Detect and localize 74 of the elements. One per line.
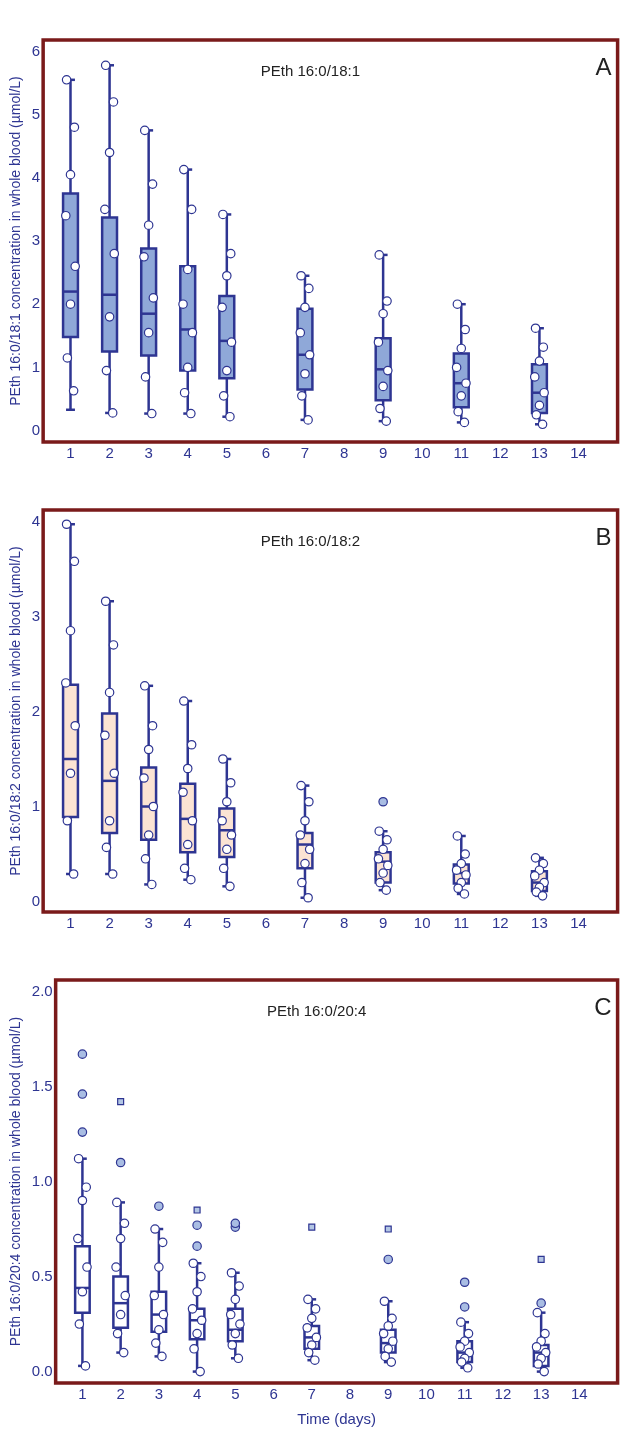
y-tick-label: 3 [31, 231, 41, 249]
x-tick-label: 2 [105, 914, 114, 932]
x-tick-label: 3 [144, 444, 153, 462]
annotation: C [594, 992, 612, 1020]
x-tick-label: 1 [66, 914, 75, 932]
point [193, 1206, 201, 1214]
x-tick-label: 13 [531, 444, 548, 462]
x-tick-label: 11 [453, 914, 470, 932]
x-tick-label: 7 [300, 444, 310, 462]
x-tick-label: 4 [183, 914, 192, 932]
y-tick-label: 1 [31, 357, 41, 375]
annotation: A [595, 52, 612, 80]
y-tick-label: 4 [31, 511, 41, 529]
x-tick-label: 8 [345, 1385, 355, 1403]
y-tick-label: 6 [31, 41, 41, 59]
x-tick-label: 3 [144, 914, 153, 932]
x-tick-label: 14 [571, 1385, 588, 1403]
y-tick-label: 3 [31, 606, 41, 624]
y-axis-title: PEth 16:0/18:1 concentration in whole blood (µmol/L) [7, 76, 24, 406]
y-tick-label: 0.5 [31, 1266, 53, 1284]
x-tick-label: 5 [222, 914, 231, 932]
x-tick-label: 3 [154, 1385, 164, 1403]
point [308, 1223, 316, 1231]
y-tick-label: 5 [31, 104, 41, 122]
x-tick-label: 4 [192, 1385, 202, 1403]
point [117, 1098, 125, 1106]
x-tick-label: 7 [307, 1385, 316, 1403]
x-tick-label: 12 [492, 914, 509, 932]
x-tick-label: 14 [570, 914, 587, 932]
y-axis-title: PEth 16:0/20:4 concentration in whole blood (µmol/L) [7, 1016, 24, 1347]
x-axis-title: Time (days) [297, 1410, 376, 1428]
annotation: B [595, 522, 612, 550]
y-tick-label: 0.0 [31, 1361, 53, 1379]
x-tick-label: 4 [183, 444, 192, 462]
x-tick-label: 14 [570, 444, 587, 462]
x-tick-label: 7 [300, 914, 310, 932]
y-tick-label: 1.0 [31, 1171, 53, 1189]
y-tick-label: 1 [31, 796, 41, 814]
x-tick-label: 5 [231, 1385, 240, 1403]
x-tick-label: 11 [456, 1385, 473, 1403]
point [537, 1255, 545, 1264]
text: PEth 16:0/18:2 [260, 532, 360, 550]
x-tick-label: 12 [494, 1385, 512, 1403]
x-tick-label: 2 [116, 1385, 125, 1403]
x-tick-label: 13 [532, 1385, 550, 1403]
x-tick-label: 9 [378, 444, 388, 462]
x-tick-label: 6 [269, 1385, 278, 1403]
x-tick-label: 10 [413, 914, 431, 932]
x-tick-label: 6 [261, 914, 271, 932]
y-tick-label: 2 [31, 701, 41, 719]
text: PEth 16:0/20:4 [267, 1002, 367, 1020]
x-tick-label: 9 [378, 914, 388, 932]
x-tick-label: 5 [222, 444, 231, 462]
x-tick-label: 6 [261, 444, 271, 462]
y-tick-label: 2 [31, 294, 41, 312]
x-tick-label: 8 [339, 914, 349, 932]
y-tick-label: 4 [31, 167, 41, 185]
x-tick-label: 8 [339, 444, 349, 462]
text: PEth 16:0/18:1 [260, 62, 360, 80]
x-tick-label: 10 [413, 444, 431, 462]
x-tick-label: 1 [78, 1385, 87, 1403]
x-tick-label: 11 [453, 444, 470, 462]
y-axis-title: PEth 16:0/18:2 concentration in whole blood (µmol/L) [7, 546, 24, 876]
x-tick-label: 1 [66, 444, 75, 462]
x-tick-label: 2 [105, 444, 114, 462]
y-tick-label: 2.0 [31, 981, 53, 999]
x-tick-label: 9 [384, 1385, 393, 1403]
x-tick-label: 10 [418, 1385, 435, 1403]
y-tick-label: 1.5 [31, 1076, 53, 1094]
y-tick-label: 0 [31, 420, 41, 438]
x-tick-label: 13 [531, 914, 548, 932]
x-tick-label: 12 [492, 444, 509, 462]
y-tick-label: 0 [31, 891, 41, 909]
point [384, 1225, 392, 1233]
